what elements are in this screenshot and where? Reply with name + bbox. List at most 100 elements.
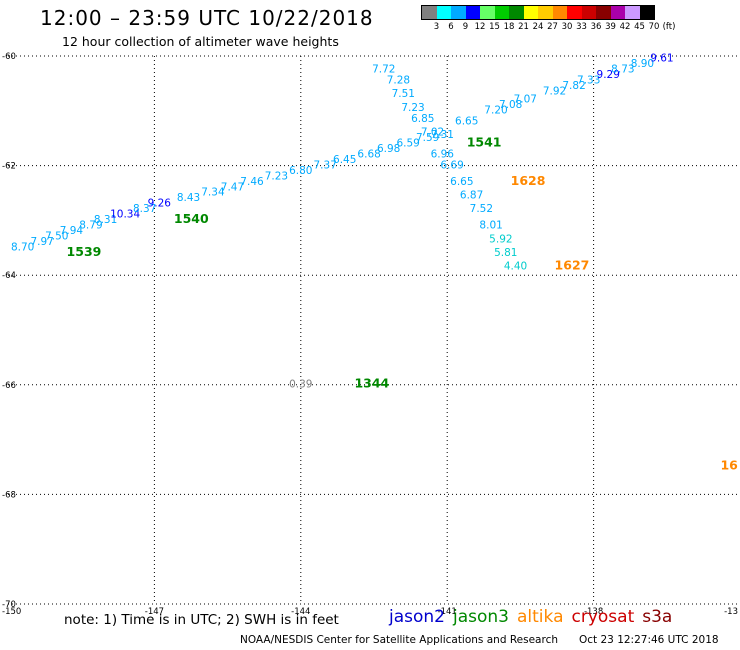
credit-line: NOAA/NESDIS Center for Satellite Applica… [240,634,558,646]
legend-label: 39 [605,22,616,32]
x-tick-label: -138 [584,607,603,617]
wave-height-label: 6.96 [431,148,455,160]
legend-swatches [421,5,655,20]
time-label: 1539 [67,244,102,259]
legend-label: 9 [462,22,469,32]
wave-height-label: 8.79 [79,220,102,232]
legend-label: 18 [503,22,515,32]
satellite-jason3: jason3 [453,607,509,627]
wave-height-label: 6.80 [289,165,312,177]
wave-height-label: 4.40 [504,261,527,273]
wave-height-label: 8.90 [631,58,654,70]
x-tick-label: -141 [438,607,457,617]
wave-height-label: 6.85 [411,113,434,125]
legend-swatch [552,6,567,19]
x-tick-label: -147 [145,607,164,617]
wave-height-label: 9.26 [148,198,172,210]
wave-height-label: 6.69 [440,159,463,171]
x-tick-label: -144 [291,607,310,617]
legend-swatch [523,6,538,19]
legend-unit: (ft) [662,22,676,32]
wave-height-label: 7.08 [499,99,522,111]
legend-labels: 3 6 9 12 15 18 21 24 27 30 33 36 39 42 45 70 (ft) [421,20,676,32]
time-label: 1541 [467,134,502,149]
time-label: 1540 [174,211,209,226]
time-label: 1627 [555,258,590,273]
generated-timestamp: Oct 23 12:27:46 UTC 2018 [579,634,719,646]
legend-label: 33 [576,22,587,32]
grid-lines [8,55,740,605]
legend-swatch [465,6,480,19]
satellite-altika: altika [517,607,564,627]
time-label: 1344 [354,376,389,391]
wave-height-label: 5.81 [494,247,517,259]
legend-label: 12 [474,22,486,32]
wave-height-label: 6.59 [396,137,419,149]
legend-label: 42 [619,22,631,32]
wave-height-label: 7.92 [543,85,566,97]
wave-height-label: 7.52 [470,203,493,215]
color-legend: 3 6 9 12 15 18 21 24 27 30 33 36 39 42 45 70 (ft) [421,5,676,32]
wave-height-label: 7.97 [30,236,53,248]
wave-height-label: 6.45 [333,154,356,166]
wave-height-label: 6.98 [377,143,400,155]
wave-height-label: 6.68 [357,148,380,160]
legend-label: 27 [547,22,558,32]
legend-label: 15 [489,22,500,32]
wave-height-label: 7.46 [240,176,264,188]
wave-height-label: 7.02 [421,126,444,138]
time-labels: 1539 1540 1541 1628 1627 1344 16 [67,134,739,472]
legend-swatch [567,6,582,19]
satellite-cryosat: cryosat [571,607,635,627]
wave-height-label: 8.01 [479,220,502,232]
satellite-jason2: jason2 [389,607,445,627]
y-tick-label: -68 [2,490,16,500]
legend-swatch [422,6,437,19]
legend-swatch [596,6,611,19]
legend-label: 36 [590,22,602,32]
y-tick-label: -64 [2,271,16,281]
wave-height-label: 7.23 [401,102,424,114]
legend-label: 45 [634,22,645,32]
wave-height-label: 6.87 [460,189,483,201]
wave-height-label: 9.61 [650,52,673,64]
legend-swatch [610,6,625,19]
wave-height-label: 0.39 [289,379,312,391]
x-tick-label-left: -150 [2,607,21,617]
legend-label: 6 [448,22,454,32]
wave-height-label: 7.31 [431,129,454,141]
wave-height-label: 7.37 [314,159,337,171]
y-tick-label: -60 [2,52,16,62]
legend-swatch [639,6,654,19]
wave-height-label: 7.82 [562,80,585,92]
y-tick-label: -66 [2,381,16,391]
wave-height-label: 8.73 [611,63,634,75]
y-tick-label: -70 [2,600,16,610]
wave-height-label: 7.33 [577,74,600,86]
satellite-s3a: s3a [642,607,673,627]
wave-height-label: 6.65 [450,176,473,188]
legend-label: 24 [532,22,544,32]
wave-height-label: 7.20 [484,105,507,117]
legend-swatch [581,6,596,19]
wave-height-label: 9.29 [597,69,620,81]
wave-height-label: 6.65 [455,116,478,128]
x-tick-label-right: -13 [724,607,738,617]
legend-swatch [436,6,451,19]
wave-height-label: 7.94 [60,225,84,237]
legend-swatch [625,6,640,19]
wave-height-label: 7.23 [265,170,288,182]
wave-height-label: 7.47 [221,181,244,193]
wave-height-label: 8.70 [11,242,34,254]
satellite-list: jason2 jason3 altika cryosat s3a [389,607,680,627]
wave-height-label: 5.92 [489,233,512,245]
legend-label: 30 [561,22,573,32]
wave-height-label: 8.43 [177,192,200,204]
legend-swatch [451,6,466,19]
wave-height-label: 7.34 [201,187,225,199]
page-title: 12:00 – 23:59 UTC 10/22/2018 [40,6,374,30]
wave-height-label: 10.34 [110,209,140,221]
wave-height-label: 8.37 [133,203,156,215]
